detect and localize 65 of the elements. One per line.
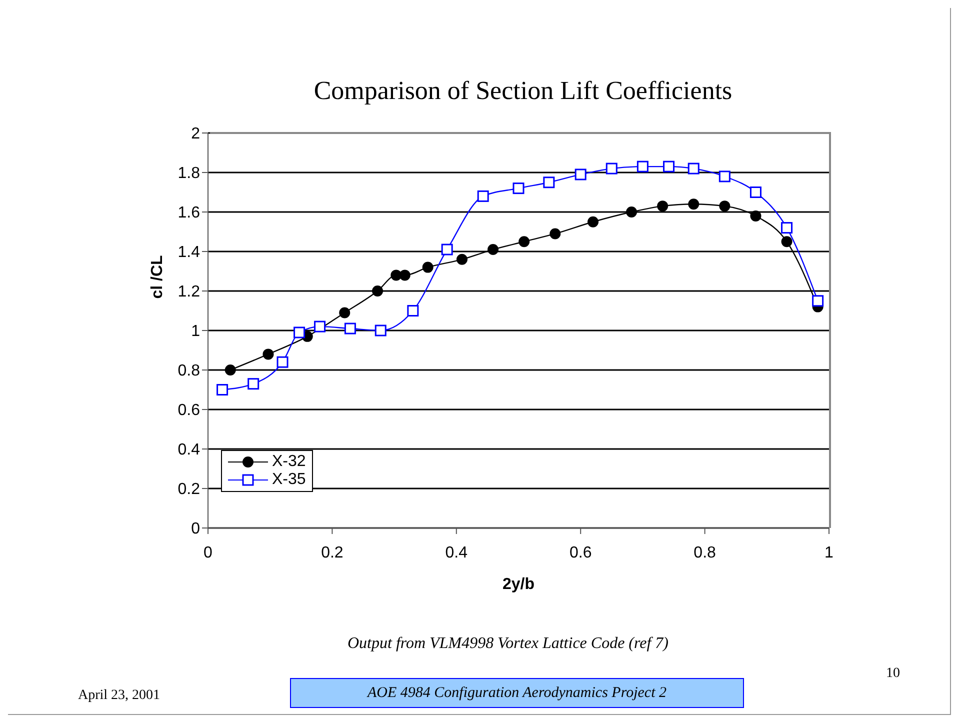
point <box>339 307 350 318</box>
point <box>512 182 524 194</box>
point <box>294 326 306 338</box>
point <box>636 160 648 172</box>
point <box>688 162 700 174</box>
x-axis-title: 2y/b <box>502 576 535 593</box>
point <box>390 270 402 281</box>
point <box>781 236 792 248</box>
point <box>588 216 599 228</box>
point <box>750 210 762 222</box>
y-tick-label: 0.6 <box>178 402 200 420</box>
text: April 23, 2001 <box>78 688 160 704</box>
y-tick-label: 0.2 <box>178 481 200 498</box>
point <box>543 176 555 188</box>
point <box>488 244 499 256</box>
point <box>216 384 228 396</box>
y-tick-label: 2 <box>191 126 200 143</box>
x-tick-label: 1 <box>824 544 834 562</box>
point <box>456 254 468 265</box>
point <box>663 160 675 172</box>
point <box>422 262 434 273</box>
point <box>781 222 793 234</box>
point <box>477 190 489 202</box>
point <box>719 200 730 212</box>
point <box>606 162 618 174</box>
y-tick-label: 1.2 <box>178 284 200 301</box>
y-tick-label: 1 <box>191 323 200 340</box>
point <box>750 186 762 198</box>
legend-label: X-35 <box>272 471 306 489</box>
y-axis-title: cl /CL <box>149 254 167 301</box>
y-tick-label: 1.6 <box>178 204 200 222</box>
y-tick-label: 0 <box>191 520 200 538</box>
chart-title: Comparison of Section Lift Coefficients <box>312 76 734 106</box>
point <box>224 364 236 376</box>
point <box>550 228 561 240</box>
x-tick-label: 0.4 <box>445 544 468 562</box>
legend-label: X-32 <box>272 453 306 471</box>
point <box>407 305 419 316</box>
text: Output from VLM4998 Vortex Lattice Code (ref 7) <box>346 635 670 653</box>
y-tick-label: 0.4 <box>178 442 200 459</box>
y-tick-label: 0.8 <box>178 362 200 380</box>
y-tick-label: 1.8 <box>178 165 200 182</box>
point <box>812 295 824 307</box>
point <box>344 322 356 334</box>
y-tick-label: 1.4 <box>178 244 200 262</box>
point <box>688 198 700 210</box>
point <box>276 356 288 368</box>
point <box>574 168 586 180</box>
point <box>518 236 530 248</box>
point <box>441 244 453 256</box>
x-tick-label: 0 <box>204 544 213 562</box>
x-tick-label: 0.2 <box>321 544 344 562</box>
point <box>262 348 274 360</box>
point <box>374 324 386 336</box>
point <box>657 200 668 212</box>
point <box>399 270 410 281</box>
point <box>248 378 260 390</box>
point <box>372 286 384 296</box>
point <box>626 206 638 218</box>
x-tick-label: 0.8 <box>694 544 716 562</box>
point <box>718 170 730 182</box>
point <box>314 320 326 332</box>
x-tick-label: 0.6 <box>569 544 592 562</box>
text: AOE 4984 Configuration Aerodynamics Project 2 <box>290 678 744 708</box>
text: 10 <box>886 666 900 682</box>
